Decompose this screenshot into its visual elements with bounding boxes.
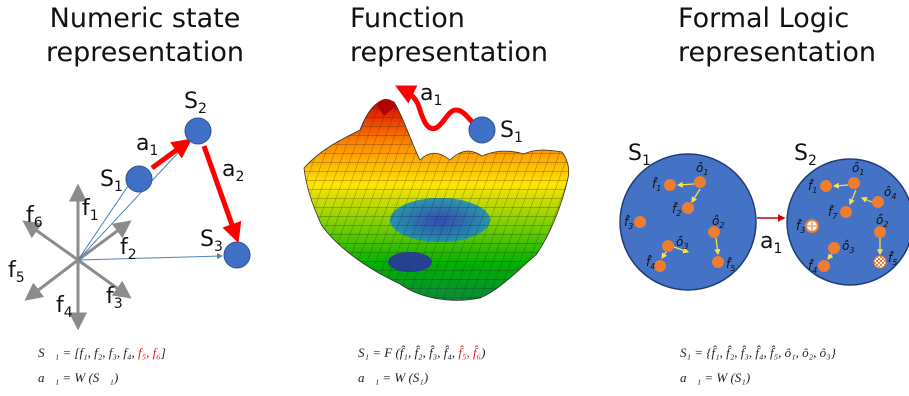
action-path-a1: [395, 85, 484, 132]
label-o3-s2: ô3: [842, 239, 854, 255]
label-f5: f5: [8, 258, 25, 286]
label-f4-s2: f̂4: [808, 259, 817, 275]
function-surface-diagram: a1 S1: [303, 81, 570, 301]
label-o2-s1: ô2: [712, 214, 724, 230]
state-node-s1: [125, 165, 153, 193]
function-panel: Function representation: [300, 0, 600, 396]
label-f7-s2: f̂7: [828, 205, 838, 221]
label-f6: f6: [26, 203, 43, 231]
label-a1: a1: [420, 81, 442, 109]
function-surface: [303, 98, 570, 301]
label-a1: a1: [136, 131, 158, 159]
logic-equation-2: a⃗₁ = W (S₁): [680, 370, 751, 385]
label-o1-s2: ô1: [852, 161, 864, 177]
state-node-s3: [223, 241, 251, 269]
s1-links: [661, 181, 721, 259]
state-node-s2: [184, 117, 212, 145]
label-o2-s2: ô2: [876, 213, 888, 229]
numeric-title-line1: Numeric state: [49, 3, 241, 34]
feature-axes: [22, 183, 132, 330]
label-f5-s1: f̂5: [726, 257, 735, 273]
label-s3: S3: [200, 227, 223, 255]
label-f3-s2: f̂3: [796, 219, 805, 235]
s2-links: [827, 182, 883, 260]
logic-title: Formal Logic representation: [640, 2, 880, 70]
label-f4: f4: [56, 293, 73, 321]
label-f1-s1: f̂1: [652, 177, 661, 193]
state-circle-s2: [786, 158, 909, 286]
label-s1: S1: [628, 141, 651, 169]
label-a2: a2: [222, 157, 244, 185]
logic-diagram: S1 S2 a1 f̂1 ô1 f̂2 f̂3 ô2 ô3 f̂4 f̂5 f̂…: [619, 141, 909, 291]
action-arrow-a1: [150, 138, 193, 171]
label-f5-s2: f̂5: [888, 251, 897, 267]
label-s2: S2: [794, 141, 817, 169]
numeric-equation-1: S⃗₁ = [f₁, f₂, f₃, f₄, f₅, f₆]: [38, 345, 166, 360]
label-s2: S2: [184, 89, 207, 117]
label-s1: S1: [500, 118, 523, 146]
state-circle-s1: [619, 153, 757, 291]
logic-title-line1: Formal Logic: [678, 3, 850, 34]
numeric-title: Numeric state representation: [30, 2, 260, 70]
label-f3-s1: f̂3: [624, 215, 633, 231]
function-equation-1: S₁ = F (f̂₁, f̂₂, f̂₃, f̂₄, f̂₅, f̂₆): [358, 345, 486, 360]
numeric-equation-2: a⃗₁ = W (S⃗₁): [38, 370, 119, 385]
s1-nodes: [634, 176, 724, 272]
function-title-line1: Function: [350, 3, 465, 34]
function-equation-2: a⃗₁ = W (S₁): [358, 370, 429, 385]
label-f4-s1: f̂4: [646, 255, 655, 271]
projection-lines: [77, 139, 223, 261]
label-f2-s1: f̂2: [672, 202, 681, 218]
label-f1-s2: f̂1: [808, 179, 817, 195]
label-o4-s2: ô4: [884, 185, 896, 201]
logic-title-line2: representation: [678, 37, 877, 68]
label-s1: S1: [100, 167, 123, 195]
action-arrow-a2: [201, 145, 242, 244]
state-node-s1: [468, 116, 496, 144]
label-f3: f3: [106, 284, 123, 312]
numeric-title-line2: representation: [45, 37, 245, 68]
label-f2: f2: [120, 235, 137, 263]
numeric-panel: Numeric state representation: [0, 0, 300, 396]
s2-nodes: [818, 177, 886, 272]
label-o1-s1: ô1: [696, 161, 708, 177]
label-a1: a1: [760, 229, 782, 257]
logic-equation-1: S₁ = {f̂₁, f̂₂, f̂₃, f̂₄, f̂₅, ô₁, ô₂, ô…: [680, 345, 836, 360]
numeric-diagram: S1 S2 S3 a1 a2 f1 f2 f3 f4 f5 f6: [8, 89, 251, 330]
label-f1: f1: [82, 196, 99, 224]
label-o3-s1: ô3: [676, 235, 688, 251]
function-title-line2: representation: [350, 37, 549, 68]
logic-panel: Formal Logic representation: [600, 0, 909, 396]
new-node-f5: [873, 255, 887, 269]
function-title: Function representation: [314, 2, 549, 70]
